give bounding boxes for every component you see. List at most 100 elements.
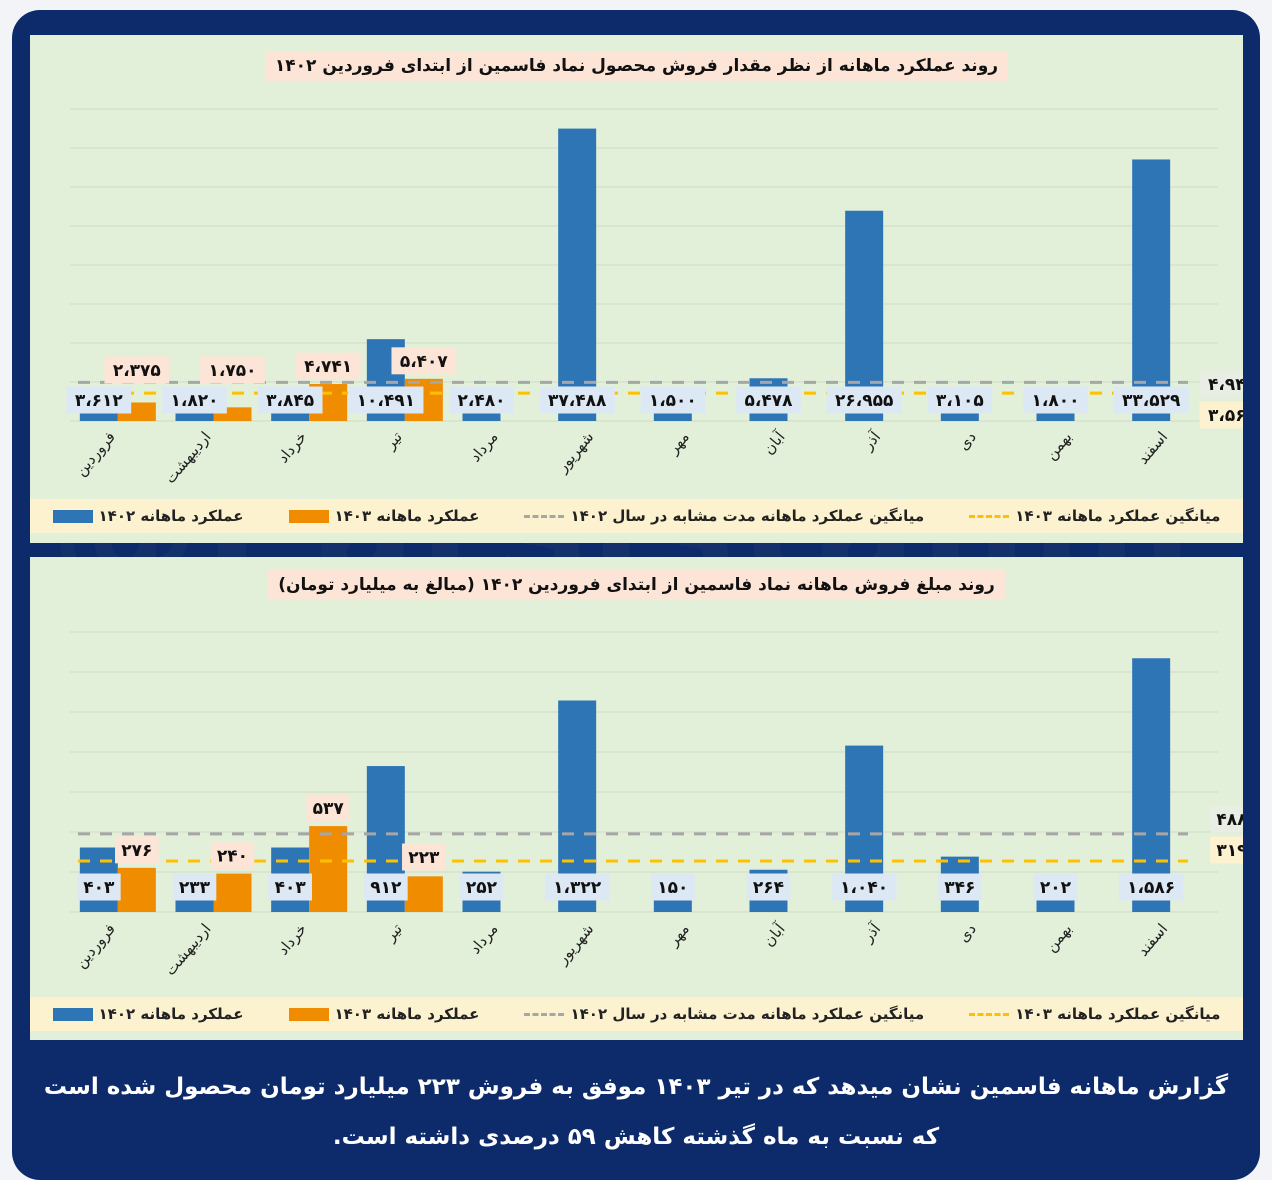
legend-item-avg-1403: میانگین عملکرد ماهانه ۱۴۰۳ [969,1005,1220,1023]
value-label-1402: ۴۰۳ [275,878,307,898]
bar-1402 [653,409,692,421]
month-label: مرداد [466,920,502,957]
value-label-1403: ۲۴۰ [217,847,248,867]
legend-label: میانگین عملکرد ماهانه ۱۴۰۳ [1015,507,1221,525]
legend-label: میانگین عملکرد ماهانه مدت مشابه در سال ۱… [570,507,925,525]
value-label-1402-bg [544,873,610,901]
average-value-label: ۴۸۸ [1216,810,1243,830]
month-label: دی [954,428,980,454]
month-label: بهمن [1042,920,1076,955]
value-label-1403-bg [402,843,446,871]
value-label-1402-bg [162,386,227,414]
value-label-1403: ۵،۴۰۷ [400,352,449,372]
value-label-1403-bg [200,356,265,384]
value-label-1402: ۹۱۲ [370,878,402,898]
bar-1403 [117,867,156,912]
value-label-1402-bg [736,386,801,414]
value-label-1403: ۱،۷۵۰ [209,361,257,381]
value-label-1402: ۱،۸۰۰ [1032,391,1080,411]
legend-swatch [969,514,1010,518]
average-value-label-bg [1199,370,1243,398]
average-value-label-bg [1210,805,1243,833]
chart-svg-volume: ۳،۶۱۲ ۲،۳۷۵ فروردین ۱،۸۲۰ ۱،۷۵۰ اردیبهشت ۳،۸۴۵… [66,108,1243,487]
average-value-label: ۳۱۹ [1216,841,1243,861]
bar-1402 [558,128,597,421]
value-label-1402: ۲۰۲ [1040,878,1072,898]
value-label-1402-bg [831,873,897,901]
value-label-1403: ۵۳۷ [313,799,345,819]
value-label-1402-bg [348,386,424,414]
value-label-1402-bg [938,873,982,901]
bar-1402 [1132,159,1171,421]
value-label-1402: ۴۰۳ [83,878,115,898]
month-label: شهریور [553,428,598,476]
legend-label: عملکرد ماهانه ۱۴۰۲ [98,1005,244,1023]
chart-title: روند مبلغ فروش ماهانه نماد فاسمین از ابت… [268,570,1005,600]
value-label-1403-bg [306,794,350,822]
value-label-1402: ۱۵۰ [657,878,688,898]
footer-line-2: که نسبت به ماه گذشته کاهش ۵۹ درصدی داشته… [332,1124,940,1150]
month-label: بهمن [1042,428,1076,463]
legend-item-avg-1402: میانگین عملکرد ماهانه مدت مشابه در سال ۱… [524,1005,924,1023]
chart-sales-amount: ۴۰۳ ۲۷۶ فروردین ۲۳۳ ۲۴۰ اردیبهشت ۴۰۳ ۵۳۷ خرداد ۹۱… [30,557,1243,1040]
legend-label: میانگین عملکرد ماهانه مدت مشابه در سال ۱… [570,1005,925,1023]
month-label: دی [954,920,980,946]
value-label-1402: ۲۶،۹۵۵ [835,391,893,411]
month-label: فروردین [72,920,119,972]
value-label-1402-bg [539,386,615,414]
month-label: اردیبهشت [161,428,215,487]
value-label-1402: ۲۳۳ [179,878,211,898]
value-label-1403-bg [391,347,457,375]
month-label: فروردین [72,428,119,480]
legend: عملکرد ماهانه ۱۴۰۲ عملکرد ماهانه ۱۴۰۳ می… [30,997,1243,1031]
value-label-1402: ۱،۵۰۰ [649,391,697,411]
chart-svg-amount: ۴۰۳ ۲۷۶ فروردین ۲۳۳ ۲۴۰ اردیبهشت ۴۰۳ ۵۳۷ خرداد ۹۱… [70,631,1243,979]
value-label-1402-bg [826,386,902,414]
average-value-label-bg [1210,836,1243,864]
footer-line-1: گزارش ماهانه فاسمین نشان میدهد که در تیر… [43,1074,1229,1100]
chart-title-wrap: روند مبلغ فروش ماهانه نماد فاسمین از ابت… [30,570,1243,600]
value-label-1402-bg [459,873,504,901]
month-label: مهر [664,920,693,950]
legend-swatch [288,1007,329,1021]
value-label-1402: ۱،۰۴۰ [840,878,888,898]
chart-sales-volume: ۳،۶۱۲ ۲،۳۷۵ فروردین ۱،۸۲۰ ۱،۷۵۰ اردیبهشت ۳،۸۴۵… [30,35,1243,543]
value-label-1402: ۲۵۲ [466,878,498,898]
legend-swatch [524,514,565,518]
value-label-1403: ۲۲۳ [408,848,440,868]
average-value-label: ۳،۵۶۸ [1208,406,1243,426]
bar-1402 [845,210,884,421]
chart-title-wrap: روند عملکرد ماهانه از نظر مقدار فروش محص… [30,51,1243,81]
value-label-1402-bg [257,386,323,414]
value-label-1402-bg [1023,386,1088,414]
month-label: خرداد [274,428,310,466]
value-label-1402: ۳،۱۰۵ [936,391,984,411]
month-label: اسفند [1134,428,1171,468]
value-label-1402: ۱،۳۲۲ [553,878,602,898]
value-label-1402-bg [640,386,706,414]
value-label-1402-bg [66,386,132,414]
value-label-1402-bg [449,386,514,414]
value-label-1403-bg [295,352,361,380]
value-label-1402-bg [1113,386,1189,414]
value-label-1402: ۳،۸۴۵ [266,391,314,411]
month-label: تیر [381,428,406,453]
value-label-1402-bg [927,386,993,414]
legend: عملکرد ماهانه ۱۴۰۲ عملکرد ماهانه ۱۴۰۳ می… [30,499,1243,533]
value-label-1403: ۲،۳۷۵ [113,361,161,381]
legend-label: میانگین عملکرد ماهانه ۱۴۰۳ [1015,1005,1221,1023]
average-value-label-bg [1199,401,1243,429]
legend-item-1403: عملکرد ماهانه ۱۴۰۳ [288,1005,480,1023]
legend-label: عملکرد ماهانه ۱۴۰۲ [98,507,244,525]
value-label-1402-bg [746,873,791,901]
month-label: آبان [759,427,789,458]
legend-label: عملکرد ماهانه ۱۴۰۳ [334,507,480,525]
legend-swatch [52,509,93,523]
bar-1403 [213,873,252,912]
legend-label: عملکرد ماهانه ۱۴۰۳ [334,1005,480,1023]
value-label-1402: ۳۳،۵۲۹ [1122,391,1181,411]
footer-summary: گزارش ماهانه فاسمین نشان میدهد که در تیر… [20,1062,1252,1162]
legend-item-1403: عملکرد ماهانه ۱۴۰۳ [288,507,480,525]
value-label-1402: ۵،۴۷۸ [745,391,794,411]
chart-title: روند عملکرد ماهانه از نظر مقدار فروش محص… [264,51,1009,81]
